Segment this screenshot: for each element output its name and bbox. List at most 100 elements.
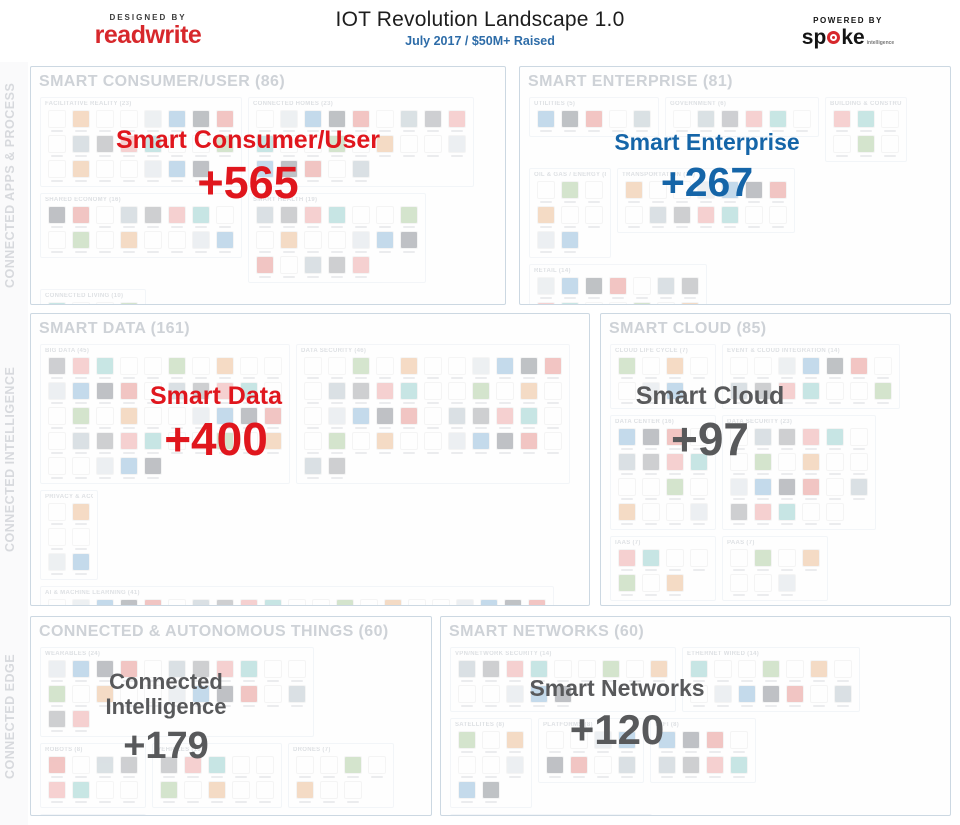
logo-tile	[689, 478, 709, 500]
logo-tile	[191, 382, 211, 404]
logo-tile	[809, 660, 829, 682]
logo-tile	[560, 231, 580, 253]
logo-tile	[191, 407, 211, 429]
logo-tile	[143, 382, 163, 404]
logo-tile	[167, 599, 187, 605]
logo-tile	[95, 357, 115, 379]
logo-tile	[536, 181, 556, 203]
logo-tile	[833, 660, 853, 682]
logo-grid: VPN/NETWORK SECURITY (14) ETHERNET WIRED …	[447, 644, 944, 815]
logo-tile	[729, 357, 749, 379]
logo-tile	[239, 432, 259, 454]
section-connected-autonomous-things: CONNECTED & AUTONOMOUS THINGS (60) WEARA…	[30, 616, 432, 816]
sub-category-label: PLATFORMS (8)	[543, 722, 593, 728]
sub-category-label: VEHICLES (10)	[157, 747, 204, 753]
logo-tile	[143, 407, 163, 429]
overlay-smart-data: Smart Data +400	[66, 382, 366, 466]
overlay-title: Smart Consumer/User	[116, 126, 380, 154]
logo-tile	[505, 660, 525, 682]
logo-tile	[856, 110, 876, 132]
logo-tile	[689, 428, 709, 450]
logo-tile	[319, 756, 339, 778]
row-label-connected-apps-process: CONNECTED APPS & PROCESS	[3, 82, 17, 289]
logo-tile	[143, 160, 163, 182]
logo-tile	[785, 660, 805, 682]
logo-tile	[95, 756, 115, 778]
logo-tile	[263, 599, 283, 605]
logo-tile	[713, 660, 733, 682]
logo-tile	[343, 781, 363, 803]
logo-tile	[327, 457, 347, 479]
logo-tile	[656, 277, 676, 299]
section-smart-data: SMART DATA (161) BIG DATA (45) DATA SECUR…	[30, 313, 590, 606]
logo-tile	[71, 710, 91, 732]
sub-category-label: VPN/NETWORK SECURITY (14)	[455, 651, 552, 657]
logo-tile	[457, 781, 477, 803]
logo-tile	[375, 407, 395, 429]
spoke-logo: sp ke intelligence	[802, 27, 894, 48]
logo-tile	[696, 110, 716, 132]
sub-category-box: AI & MACHINE LEARNING (41)	[40, 586, 554, 605]
logo-tile	[617, 453, 637, 475]
logo-tile	[143, 357, 163, 379]
logo-tile	[279, 110, 299, 132]
logo-tile	[825, 478, 845, 500]
spoke-logo-post: ke	[841, 26, 865, 49]
logo-tile	[696, 181, 716, 203]
logo-tile	[295, 756, 315, 778]
logo-tile	[447, 382, 467, 404]
logo-tile	[95, 110, 115, 132]
logo-tile	[375, 135, 395, 157]
sub-category-box: OIL & GAS / ENERGY (8)	[529, 168, 611, 258]
sub-category-box: BUILDING & CONSTRUCTION (6)	[825, 97, 907, 162]
logo-tile	[593, 731, 613, 753]
sub-category-label: CONNECTED HOMES (23)	[253, 101, 334, 107]
sub-category-box: CLOUD LIFE CYCLE (7)	[610, 344, 716, 409]
overlay-value: +267	[660, 158, 754, 205]
logo-tile	[608, 110, 628, 132]
logo-tile	[47, 135, 67, 157]
logo-tile	[47, 432, 67, 454]
logo-tile	[672, 110, 692, 132]
logo-tile	[753, 382, 773, 404]
logo-tile	[159, 781, 179, 803]
logo-tile	[825, 453, 845, 475]
logo-tile	[47, 528, 67, 550]
logo-tile	[303, 231, 323, 253]
logo-tile	[856, 135, 876, 157]
logo-tile	[119, 432, 139, 454]
logo-tile	[71, 302, 91, 304]
logo-tile	[873, 382, 893, 404]
logo-tile	[351, 357, 371, 379]
sub-category-label: BIG DATA (45)	[45, 348, 90, 354]
logo-tile	[801, 453, 821, 475]
logo-tile	[47, 302, 67, 304]
logo-tile	[617, 731, 637, 753]
logo-tile	[215, 660, 235, 682]
logo-tile	[665, 503, 685, 525]
sub-category-label: SMART HEALTH (19)	[253, 197, 318, 203]
logo-tile	[239, 599, 259, 605]
logo-tile	[720, 181, 740, 203]
logo-tile	[624, 206, 644, 228]
logo-tile	[191, 110, 211, 132]
logo-tile	[471, 382, 491, 404]
logo-tile	[191, 599, 211, 605]
logo-tile	[761, 660, 781, 682]
logo-tile	[327, 382, 347, 404]
logo-tile	[543, 382, 563, 404]
sub-category-label: UTILITIES (5)	[534, 101, 576, 107]
logo-tile	[231, 756, 251, 778]
sub-category-label: CLOUD LIFE CYCLE (7)	[615, 348, 688, 354]
logo-tile	[95, 781, 115, 803]
logo-tile	[47, 756, 67, 778]
logo-tile	[215, 231, 235, 253]
logo-tile	[529, 685, 549, 707]
logo-tile	[239, 660, 259, 682]
sub-category-label: FACILITATIVE REALITY (23)	[45, 101, 132, 107]
logo-tile	[641, 382, 661, 404]
logo-tile	[825, 382, 845, 404]
logo-tile	[753, 428, 773, 450]
logo-tile	[327, 110, 347, 132]
logo-tile	[327, 407, 347, 429]
